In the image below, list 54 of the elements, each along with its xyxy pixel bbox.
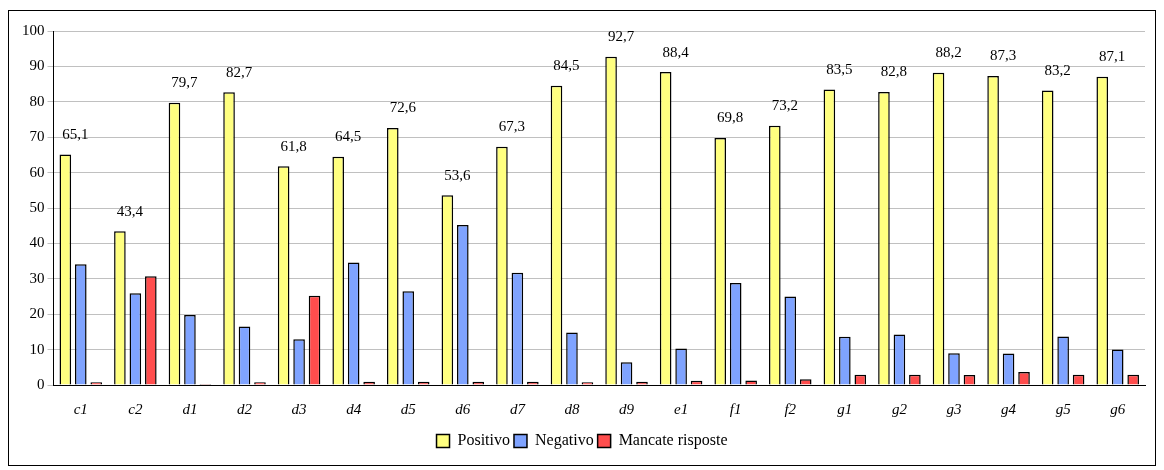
- x-tick-label: c1: [73, 400, 88, 417]
- y-tick-label: 50: [29, 198, 45, 215]
- y-tick-label: 0: [37, 375, 45, 392]
- data-label: 73,2: [771, 97, 798, 114]
- data-label: 72,6: [389, 99, 417, 116]
- y-tick-label: 30: [29, 269, 45, 286]
- data-label: 65,1: [62, 125, 89, 142]
- data-label: 82,7: [225, 63, 253, 80]
- data-label: 92,7: [607, 28, 635, 45]
- x-tick-label: d4: [346, 400, 362, 417]
- legend-label: Negativo: [534, 431, 594, 450]
- x-tick-label: d5: [400, 400, 417, 417]
- x-tick-label: d6: [455, 400, 471, 417]
- data-label: 88,4: [662, 43, 690, 60]
- data-label: 83,2: [1044, 61, 1071, 78]
- data-label: 67,3: [498, 118, 526, 135]
- y-tick-label: 40: [29, 234, 45, 251]
- x-tick-label: g5: [1055, 400, 1072, 417]
- x-tick-label: g4: [1001, 400, 1017, 417]
- y-tick-label: 60: [29, 163, 45, 180]
- data-label: 53,6: [444, 166, 471, 183]
- y-tick-label: 70: [29, 128, 45, 145]
- data-label: 84,5: [553, 57, 580, 74]
- x-tick-label: g3: [946, 400, 962, 417]
- x-tick-label: e1: [674, 400, 689, 417]
- legend-label: Positivo: [457, 431, 510, 449]
- data-label: 87,3: [989, 47, 1017, 64]
- data-label: 61,8: [280, 137, 307, 154]
- data-label: 88,2: [935, 44, 962, 61]
- x-tick-label: d3: [291, 400, 307, 417]
- x-tick-label: d1: [182, 400, 198, 417]
- y-tick-label: 20: [29, 305, 45, 322]
- x-tick-label: d9: [619, 400, 635, 417]
- x-tick-label: f1: [729, 400, 742, 417]
- x-tick-label: c2: [128, 400, 143, 417]
- data-label: 83,5: [826, 60, 853, 77]
- x-tick-label: f2: [784, 400, 797, 417]
- x-tick-label: g6: [1110, 400, 1126, 417]
- x-tick-label: d8: [564, 400, 580, 417]
- x-tick-label: g2: [891, 400, 908, 417]
- y-tick-label: 100: [22, 21, 45, 38]
- data-label: 79,7: [171, 74, 199, 91]
- x-tick-label: d2: [237, 400, 253, 417]
- y-tick-label: 90: [29, 57, 45, 74]
- data-label: 82,8: [880, 63, 908, 80]
- data-label: 69,8: [717, 109, 744, 126]
- data-label: 43,4: [116, 202, 144, 219]
- x-tick-label: d7: [509, 400, 527, 417]
- data-label: 64,5: [335, 128, 362, 145]
- data-label: 87,1: [1099, 48, 1126, 65]
- legend-label: Mancate risposte: [618, 431, 728, 450]
- y-tick-label: 10: [29, 340, 45, 357]
- x-tick-label: g1: [837, 400, 853, 417]
- y-tick-label: 80: [29, 92, 45, 109]
